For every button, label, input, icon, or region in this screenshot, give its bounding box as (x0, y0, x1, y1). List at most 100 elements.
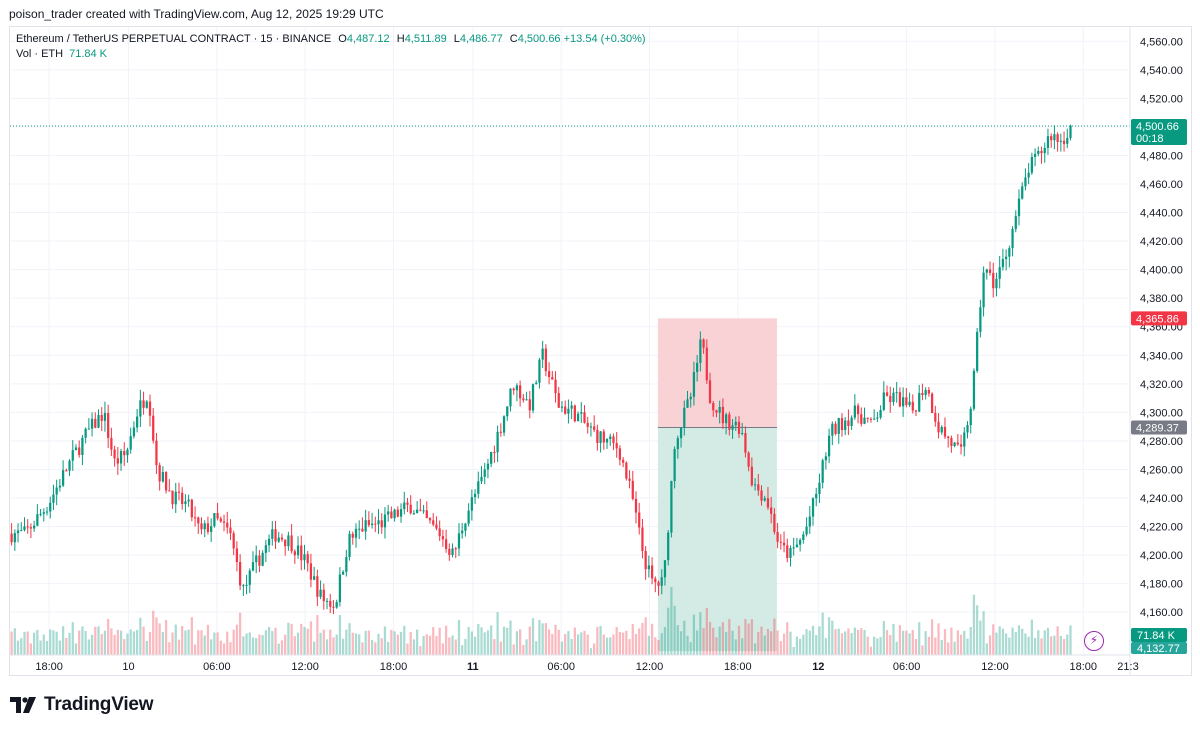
volume-bar (673, 605, 676, 655)
candle-body (1030, 156, 1033, 173)
price-tick-label: 4,340.00 (1140, 350, 1183, 362)
candle-body (905, 397, 908, 406)
candle-body (390, 511, 393, 519)
volume-bar (847, 628, 850, 655)
volume-bar (367, 630, 370, 655)
volume-bar (879, 637, 882, 655)
volume-bar (715, 637, 718, 655)
volume-bar (1050, 636, 1053, 655)
volume-bar (361, 642, 364, 655)
volume-bar (425, 634, 428, 655)
volume-bar (605, 637, 609, 655)
candle-body (1056, 134, 1059, 142)
candle-body (171, 490, 174, 505)
candle-body (988, 269, 992, 273)
volume-bar (123, 639, 126, 655)
candle-body (296, 545, 300, 556)
volume-bar (23, 631, 26, 655)
volume-bar (177, 639, 181, 655)
candle-body (419, 509, 422, 511)
volume-bar (345, 629, 348, 655)
candle-body (81, 437, 84, 455)
volume-bar (90, 634, 94, 655)
volume-bar (341, 638, 345, 655)
volume-bar (483, 632, 486, 655)
volume-bar (724, 631, 728, 655)
volume-bar (171, 632, 174, 655)
chart-frame[interactable] (9, 26, 1192, 676)
volume-bar (13, 628, 16, 655)
volume-bar (934, 637, 937, 655)
volume-label[interactable]: Vol · ETH (16, 48, 64, 60)
volume-bar (277, 643, 280, 655)
candle-body (235, 548, 239, 563)
candle-body (728, 414, 731, 430)
volume-legend: Vol · ETH 71.84 K (16, 48, 107, 60)
volume-bar (660, 633, 663, 655)
last-price-label: 4,500.66 (1136, 121, 1179, 133)
high-label: H (396, 33, 405, 45)
time-tick-label: 12:00 (291, 661, 319, 673)
volume-bar (255, 638, 258, 655)
symbol-title[interactable]: Ethereum / TetherUS PERPETUAL CONTRACT ·… (16, 33, 332, 45)
candle-body (216, 513, 219, 519)
candle-body (776, 531, 779, 542)
volume-bar (197, 630, 200, 655)
candle-body (451, 548, 454, 556)
candle-body (982, 272, 985, 308)
candle-body (26, 526, 29, 528)
candle-body (461, 530, 464, 534)
volume-bar (1024, 633, 1027, 655)
short-position-tool[interactable] (657, 318, 777, 652)
volume-bar (396, 634, 399, 655)
flash-icon[interactable]: ⚡ (1084, 631, 1104, 651)
candle-body (596, 429, 599, 443)
brand-logo: TradingView (10, 694, 154, 716)
candle-body (110, 437, 113, 450)
volume-bar (316, 615, 319, 655)
candle-body (683, 407, 686, 428)
volume-bar (219, 640, 222, 655)
candle-body (148, 401, 152, 416)
volume-bar (522, 644, 525, 655)
candle-body (49, 502, 52, 512)
candlestick-chart[interactable]: 4,160.00 4,180.00 4,200.00 4,220.00 4,240.00… (0, 0, 1200, 690)
candle-body (818, 482, 821, 494)
volume-bar (116, 629, 119, 655)
candle-body (473, 493, 477, 498)
stop-loss-zone (657, 318, 777, 428)
candle-body (1017, 198, 1021, 217)
candle-body (634, 498, 638, 513)
candle-body (779, 541, 782, 543)
candle-body (248, 570, 251, 585)
last-price-label-bg (1131, 118, 1187, 145)
candle-body (837, 418, 840, 434)
volume-bar (380, 638, 383, 655)
candle-body (853, 405, 856, 418)
volume-bar (245, 633, 248, 655)
candle-body (519, 385, 522, 399)
candle-body (370, 523, 374, 526)
volume-bar (42, 634, 45, 655)
time-tick-label: 06:00 (203, 661, 231, 673)
candle-body (506, 406, 509, 417)
candle-body (815, 493, 818, 499)
candle-body (686, 399, 689, 408)
time-axis[interactable]: 18:00 10 06:00 12:00 18:00 11 06:00 12:00 18:00 1… (10, 654, 1139, 673)
volume-bar (972, 594, 976, 655)
volume-bar (647, 635, 650, 655)
volume-bar (20, 638, 23, 655)
volume-bar (873, 636, 876, 655)
candle-body (959, 444, 963, 447)
candle-body (1066, 138, 1069, 144)
candle-body (573, 405, 576, 422)
volume-bar (856, 629, 860, 655)
price-tick-label: 4,540.00 (1140, 65, 1183, 77)
candle-body (966, 425, 969, 433)
price-tick-label: 4,420.00 (1140, 236, 1183, 248)
candle-body (174, 491, 177, 505)
candle-body (831, 423, 834, 436)
candle-body (358, 528, 361, 530)
candle-body (660, 577, 663, 586)
